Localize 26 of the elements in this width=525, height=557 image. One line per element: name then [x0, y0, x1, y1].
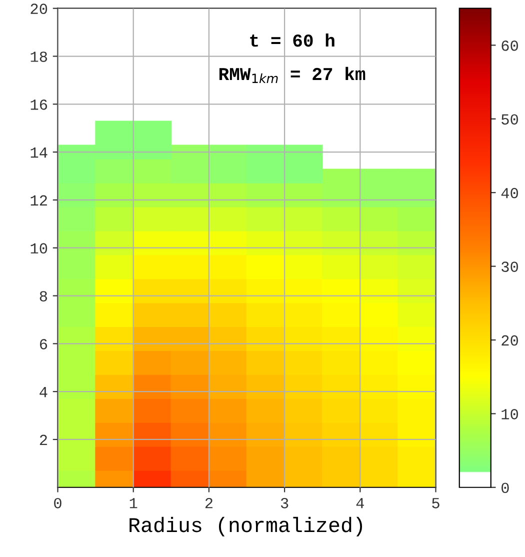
- y-tick-label: 4: [40, 387, 48, 398]
- color-bar-label: 30: [502, 262, 518, 272]
- color-bar-label: 40: [501, 188, 518, 198]
- x-tick-label: 4: [356, 498, 364, 508]
- color-bar-label: 0: [502, 482, 509, 494]
- y-tick-label: 10: [30, 243, 48, 254]
- y-tick-label: 18: [30, 52, 48, 62]
- annotation: t = 60 h: [250, 33, 334, 47]
- color-bar-label: 10: [502, 408, 518, 420]
- x-axis-title: Radius (normalized): [130, 516, 362, 536]
- x-tick-label: 2: [205, 498, 212, 508]
- y-tick-label: 2: [40, 434, 47, 446]
- color-bar-label: 50: [502, 114, 518, 125]
- y-tick-label: 12: [30, 195, 47, 206]
- y-tick-label: 8: [40, 291, 48, 302]
- y-tick-label: 14: [30, 148, 48, 158]
- x-tick-label: 3: [280, 498, 288, 508]
- color-bar-label: 60: [502, 40, 518, 51]
- x-tick-label: 5: [432, 498, 440, 508]
- x-tick-label: 1: [130, 498, 138, 508]
- y-tick-label: 20: [30, 4, 48, 14]
- x-tick-label: 0: [54, 498, 62, 508]
- color-bar-label: 20: [502, 335, 518, 346]
- y-tick-label: 16: [30, 99, 48, 110]
- annotation: RMW$_{1km}$ = 27 km: [219, 66, 366, 83]
- y-tick-label: 6: [40, 338, 48, 350]
